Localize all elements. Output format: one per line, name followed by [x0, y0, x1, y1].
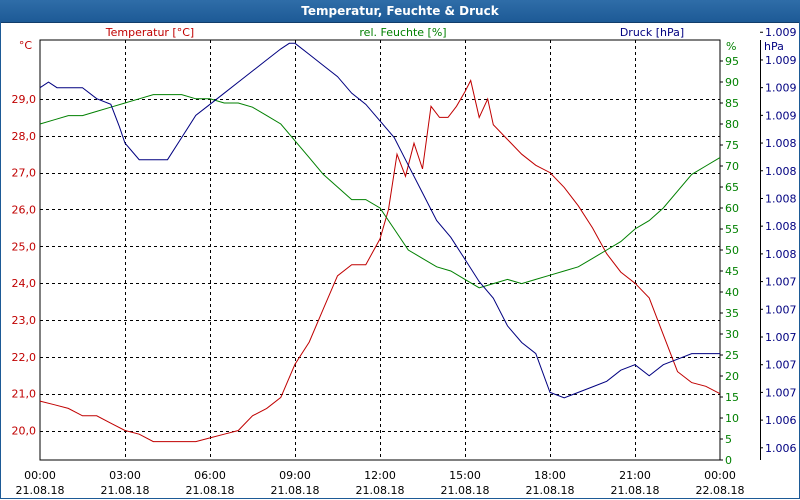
- y-tick-humidity: 75: [725, 139, 739, 152]
- y-tick-temperature: 20,0: [12, 425, 37, 438]
- y-tick-pressure: 1.007: [765, 303, 797, 316]
- y-tick-humidity: 45: [725, 265, 739, 278]
- y-tick-pressure: 1.009: [765, 26, 797, 39]
- x-tick-date: 21.08.18: [356, 484, 405, 497]
- x-tick-date: 21.08.18: [16, 484, 65, 497]
- humidity-axis-label: rel. Feuchte [%]: [359, 26, 446, 39]
- y-tick-pressure: 1.008: [765, 137, 797, 150]
- y-tick-pressure: 1.009: [765, 109, 797, 122]
- y-tick-pressure: 1.009: [765, 54, 797, 67]
- y-tick-temperature: 27,0: [12, 167, 37, 180]
- y-tick-humidity: 65: [725, 181, 739, 194]
- chart-title: Temperatur, Feuchte & Druck: [301, 4, 499, 18]
- y-tick-temperature: 21,0: [12, 388, 37, 401]
- x-tick-time: 00:00: [24, 469, 56, 482]
- y-tick-temperature: 22,0: [12, 351, 37, 364]
- y-tick-humidity: 35: [725, 307, 739, 320]
- pressure-unit: hPa: [764, 40, 784, 53]
- y-tick-humidity: 85: [725, 97, 739, 110]
- title-bar: Temperatur, Feuchte & Druck: [0, 0, 800, 23]
- y-tick-humidity: 0: [725, 454, 732, 467]
- y-tick-pressure: 1.007: [765, 276, 797, 289]
- y-tick-humidity: 40: [725, 286, 739, 299]
- y-tick-pressure: 1.007: [765, 386, 797, 399]
- x-tick-time: 03:00: [109, 469, 141, 482]
- series-line-pressure: [39, 42, 720, 399]
- x-tick-time: 00:00: [704, 469, 736, 482]
- x-tick-date: 21.08.18: [271, 484, 320, 497]
- y-tick-humidity: 90: [725, 76, 739, 89]
- y-tick-humidity: 50: [725, 244, 739, 257]
- y-tick-humidity: 95: [725, 55, 739, 68]
- y-tick-pressure: 1.008: [765, 165, 797, 178]
- y-tick-pressure: 1.006: [765, 442, 797, 455]
- y-tick-humidity: 60: [725, 202, 739, 215]
- y-tick-pressure: 1.008: [765, 248, 797, 261]
- y-tick-pressure: 1.008: [765, 220, 797, 233]
- y-tick-humidity: 5: [725, 433, 732, 446]
- y-tick-pressure: 1.009: [765, 82, 797, 95]
- temperature-unit: °C: [19, 39, 33, 52]
- x-tick-date: 21.08.18: [101, 484, 150, 497]
- y-tick-pressure: 1.007: [765, 359, 797, 372]
- x-tick-date: 21.08.18: [186, 484, 235, 497]
- y-tick-humidity: 15: [725, 391, 739, 404]
- pressure-axis-label: Druck [hPa]: [620, 26, 684, 39]
- x-tick-time: 18:00: [534, 469, 566, 482]
- y-tick-temperature: 23,0: [12, 314, 37, 327]
- y-tick-temperature: 26,0: [12, 203, 37, 216]
- y-tick-humidity: 55: [725, 223, 739, 236]
- y-tick-pressure: 1.008: [765, 192, 797, 205]
- x-tick-date: 22.08.18: [696, 484, 745, 497]
- y-tick-humidity: 20: [725, 370, 739, 383]
- x-tick-date: 21.08.18: [441, 484, 490, 497]
- y-tick-humidity: 10: [725, 412, 739, 425]
- y-tick-humidity: 80: [725, 118, 739, 131]
- x-tick-time: 12:00: [364, 469, 396, 482]
- y-tick-temperature: 29,0: [12, 93, 37, 106]
- temperature-axis-label: Temperatur [°C]: [105, 26, 194, 39]
- series-line-humidity: [39, 94, 721, 289]
- y-tick-temperature: 25,0: [12, 240, 37, 253]
- x-tick-time: 09:00: [279, 469, 311, 482]
- humidity-unit: %: [726, 40, 736, 53]
- y-tick-temperature: 28,0: [12, 130, 37, 143]
- y-tick-humidity: 70: [725, 160, 739, 173]
- x-tick-date: 21.08.18: [526, 484, 575, 497]
- series-line-temperature: [39, 79, 721, 443]
- x-tick-date: 21.08.18: [611, 484, 660, 497]
- x-tick-time: 21:00: [619, 469, 651, 482]
- y-tick-pressure: 1.007: [765, 331, 797, 344]
- y-tick-temperature: 24,0: [12, 277, 37, 290]
- y-tick-pressure: 1.006: [765, 414, 797, 427]
- y-tick-humidity: 30: [725, 328, 739, 341]
- x-tick-time: 15:00: [449, 469, 481, 482]
- x-tick-time: 06:00: [194, 469, 226, 482]
- y-tick-humidity: 25: [725, 349, 739, 362]
